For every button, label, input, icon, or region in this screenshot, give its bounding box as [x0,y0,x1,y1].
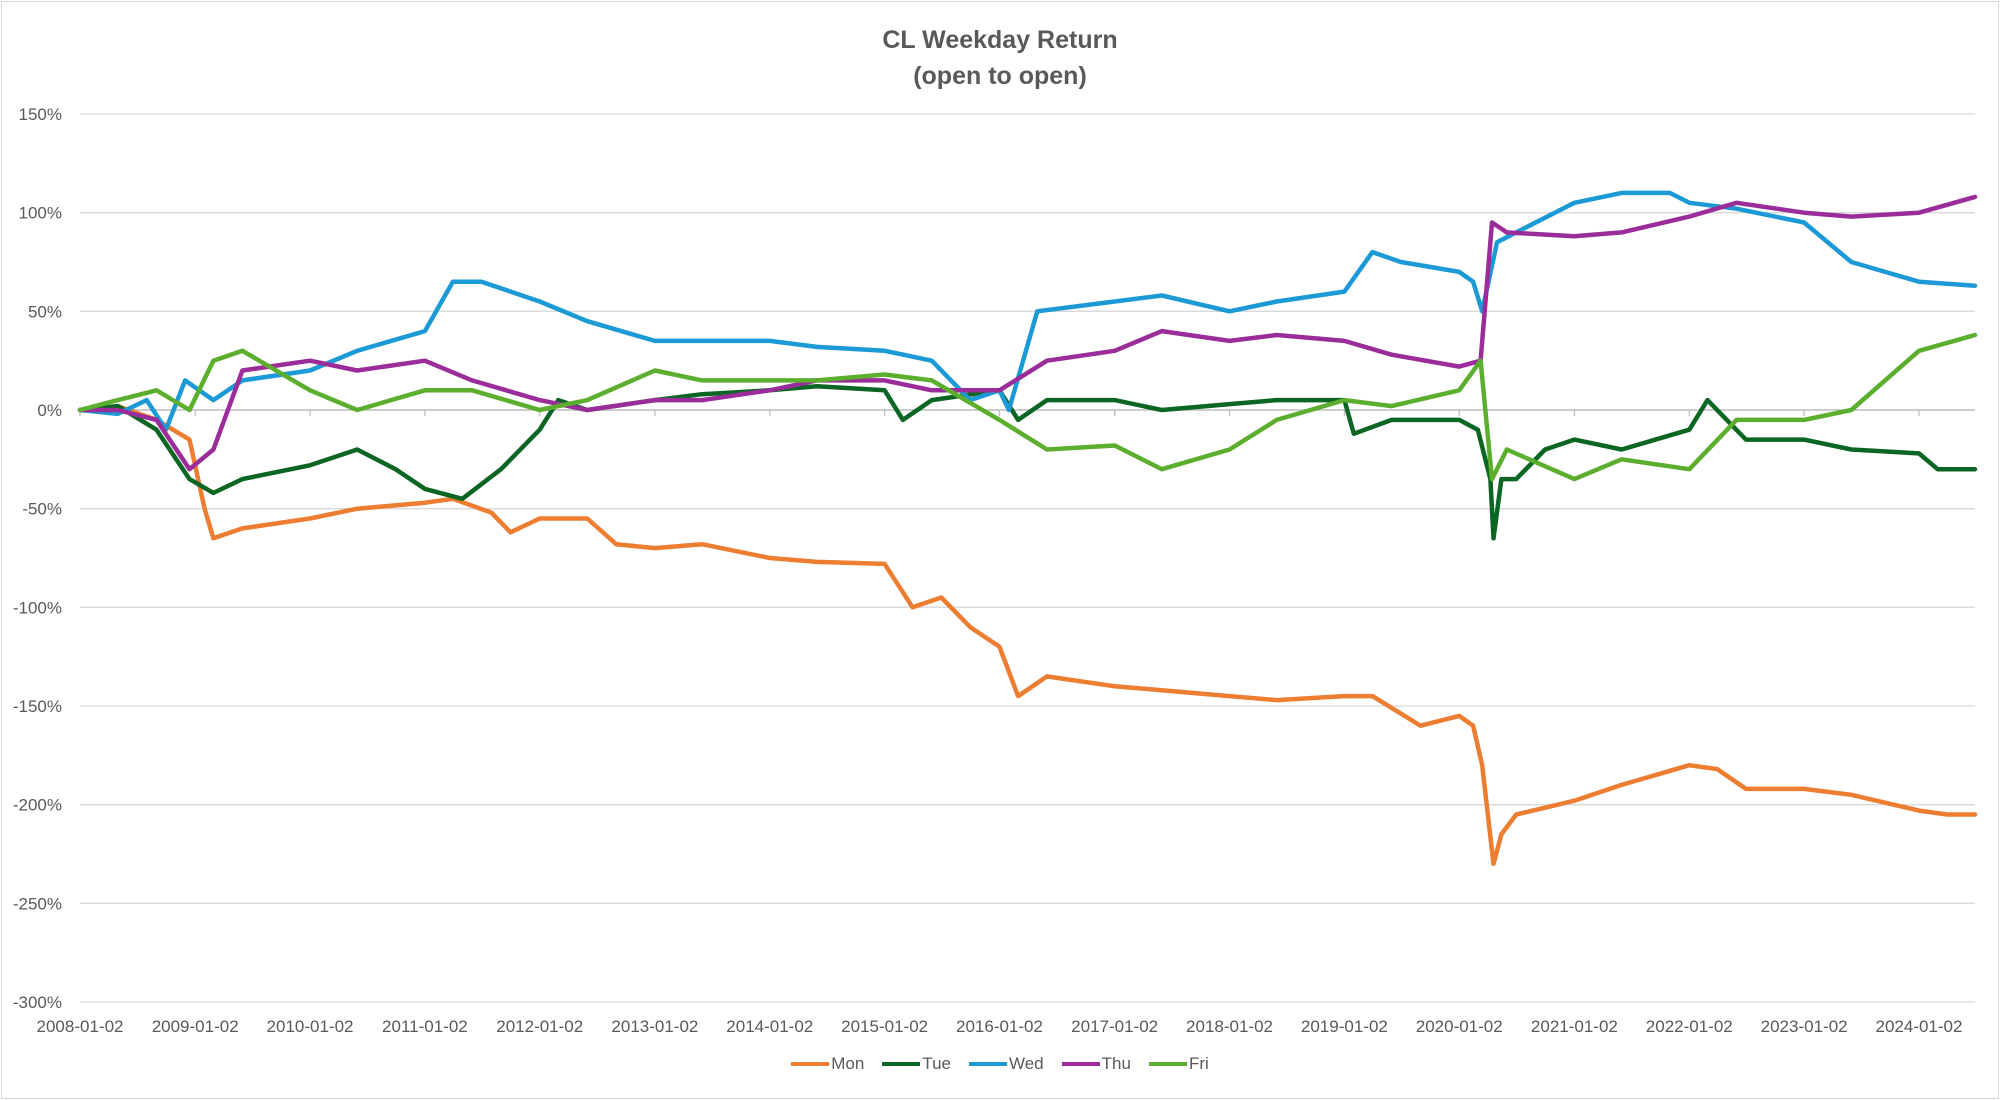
legend-item-wed: Wed [968,1054,1044,1074]
y-tick-label: 0% [37,401,62,420]
x-tick-label: 2020-01-02 [1416,1017,1503,1036]
legend-item-thu: Thu [1061,1054,1131,1074]
x-tick-label: 2017-01-02 [1071,1017,1158,1036]
x-tick-label: 2022-01-02 [1646,1017,1733,1036]
chart-subtitle: (open to open) [913,62,1087,90]
legend-label: Mon [831,1054,865,1073]
chart-title: CL Weekday Return [882,26,1118,54]
x-tick-label: 2009-01-02 [152,1017,239,1036]
x-tick-label: 2015-01-02 [841,1017,928,1036]
y-tick-label: -100% [13,598,62,617]
series-line-fri [77,332,1978,482]
legend-swatch [1148,1062,1187,1066]
legend-item-fri: Fri [1148,1054,1209,1074]
y-tick-label: -300% [13,993,62,1012]
chart-title-block: CL Weekday Return (open to open) [2,22,1998,94]
legend-label: Fri [1188,1054,1209,1073]
legend-swatch [1061,1062,1100,1066]
legend-swatch [882,1062,921,1066]
legend-swatch [791,1062,830,1066]
series-line-tue [77,384,1978,541]
y-tick-label: -250% [13,894,62,913]
x-tick-label: 2016-01-02 [956,1017,1043,1036]
y-tick-label: 150% [19,105,62,124]
y-tick-label: -50% [22,500,62,519]
x-tick-label: 2014-01-02 [726,1017,813,1036]
y-tick-label: -150% [13,697,62,716]
x-tick-label: 2019-01-02 [1301,1017,1388,1036]
legend-swatch [968,1062,1007,1066]
y-tick-label: 100% [19,204,62,223]
legend-label: Thu [1101,1054,1131,1073]
axes: 150% 100% 50% 0% -50% -100% -150% -200% -250% -30… [13,105,1975,1036]
gridlines [80,113,1975,1003]
y-tick-label: -200% [13,796,62,815]
series-line-thu [77,194,1978,472]
x-tick-label: 2012-01-02 [496,1017,583,1036]
y-tick-label: 50% [28,302,62,321]
legend-label: Tue [922,1054,951,1073]
x-tick-label: 2011-01-02 [382,1017,468,1036]
x-tick-label: 2021-01-02 [1531,1017,1618,1036]
x-tick-label: 2023-01-02 [1761,1017,1848,1036]
x-tick-label: 2024-01-02 [1876,1017,1963,1036]
x-tick-label: 2008-01-02 [37,1017,124,1036]
x-tick-label: 2018-01-02 [1186,1017,1273,1036]
series-line-mon [77,403,1978,867]
legend-item-tue: Tue [882,1054,951,1074]
x-tick-label: 2010-01-02 [267,1017,354,1036]
legend-item-mon: Mon [791,1054,864,1074]
x-tick-label: 2013-01-02 [611,1017,698,1036]
legend: Mon Tue Wed Thu Fri [0,1054,2000,1074]
legend-label: Wed [1008,1054,1044,1073]
series-lines [77,190,1978,867]
